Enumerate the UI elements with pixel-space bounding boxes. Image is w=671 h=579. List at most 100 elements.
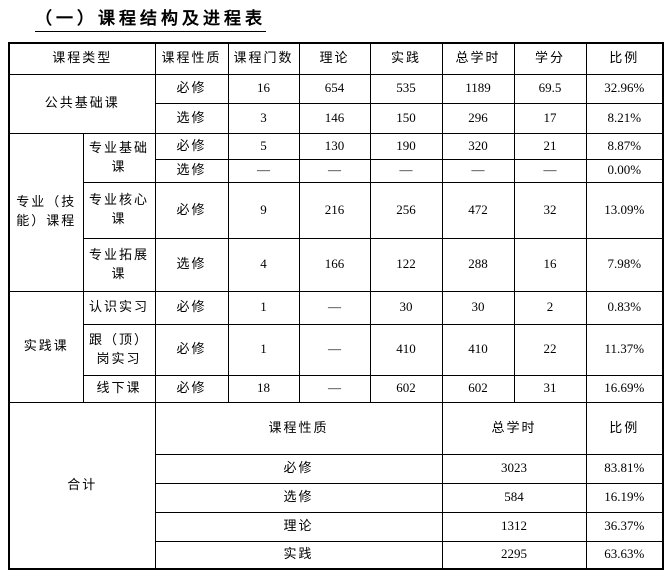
group-label-total: 合计 [8, 401, 156, 570]
cell-total-hours: 584 [441, 482, 587, 513]
cell-nature: 必修 [154, 132, 229, 160]
cell-ratio: 16.19% [585, 482, 664, 513]
cell-total-hours: 2295 [441, 540, 587, 570]
cell-nature: 必修 [154, 181, 229, 239]
cell-count: 5 [227, 132, 300, 160]
cell-theory: 130 [298, 132, 371, 160]
cell-practice: 30 [369, 290, 443, 325]
cell-ratio: 0.00% [585, 158, 664, 183]
cell-nature: 选修 [154, 158, 229, 183]
cell-total-hours: 410 [441, 323, 515, 376]
cell-count: 18 [227, 374, 300, 403]
col-header-course-type: 课程类型 [8, 42, 156, 75]
cell-credits: — [513, 158, 587, 183]
cell-total-hours: 1312 [441, 511, 587, 542]
cell-nature: 选修 [154, 482, 443, 513]
cell-nature: 必修 [154, 323, 229, 376]
group-label-professional: 专业（技能）课程 [8, 132, 84, 292]
cell-theory: — [298, 158, 371, 183]
table-row: 选修 3 146 150 296 17 8.21% [9, 102, 664, 134]
cell-credits: 22 [513, 323, 587, 376]
col-header-credits: 学分 [513, 42, 587, 75]
cell-practice: 150 [369, 102, 443, 134]
cell-ratio: 8.87% [585, 132, 664, 160]
cell-practice: — [369, 158, 443, 183]
cell-theory: 654 [298, 73, 371, 104]
cell-count: 4 [227, 237, 300, 292]
col-header-ratio: 比例 [585, 42, 664, 75]
cell-ratio: 11.37% [585, 323, 664, 376]
cell-ratio: 83.81% [585, 453, 664, 484]
cell-practice: 602 [369, 374, 443, 403]
table-row: 选修 — — — — — 0.00% [9, 158, 664, 183]
cell-theory: — [298, 290, 371, 325]
cell-practice: 122 [369, 237, 443, 292]
cell-credits: 69.5 [513, 73, 587, 104]
cell-count: 9 [227, 181, 300, 239]
group-label-practical: 实践课 [8, 290, 84, 403]
cell-count: 16 [227, 73, 300, 104]
summary-col-total-hours: 总学时 [441, 401, 587, 455]
course-structure-table: 课程类型 课程性质 课程门数 理论 实践 总学时 学分 比例 公共基础课 必修 … [8, 42, 665, 570]
cell-credits: 2 [513, 290, 587, 325]
cell-credits: 17 [513, 102, 587, 134]
cell-nature: 实践 [154, 540, 443, 570]
table-row: 跟（顶）岗实习 必修 1 — 410 410 22 11.37% [9, 323, 664, 376]
cell-nature: 理论 [154, 511, 443, 542]
cell-total-hours: 30 [441, 290, 515, 325]
cell-practice: 190 [369, 132, 443, 160]
cell-nature: 必修 [154, 73, 229, 104]
subtype-label: 认识实习 [82, 290, 156, 325]
cell-nature: 必修 [154, 290, 229, 325]
col-header-practice: 实践 [369, 42, 443, 75]
cell-theory: 146 [298, 102, 371, 134]
cell-total-hours: 296 [441, 102, 515, 134]
cell-count: 1 [227, 290, 300, 325]
cell-ratio: 0.83% [585, 290, 664, 325]
cell-theory: 216 [298, 181, 371, 239]
table-row: 实践课 认识实习 必修 1 — 30 30 2 0.83% [8, 290, 664, 403]
cell-ratio: 63.63% [585, 540, 664, 570]
cell-ratio: 8.21% [585, 102, 664, 134]
table-row: 公共基础课 必修 16 654 535 1189 69.5 32.96% [8, 73, 664, 134]
cell-credits: 31 [513, 374, 587, 403]
table-row: 专业（技能）课程 专业基础课 必修 5 130 190 320 21 8.87% [8, 132, 664, 292]
cell-practice: 535 [369, 73, 443, 104]
cell-total-hours: 3023 [441, 453, 587, 484]
cell-count: 3 [227, 102, 300, 134]
cell-ratio: 32.96% [585, 73, 664, 104]
col-header-theory: 理论 [298, 42, 371, 75]
subtype-label: 专业拓展课 [82, 237, 156, 292]
cell-ratio: 16.69% [585, 374, 664, 403]
cell-total-hours: 1189 [441, 73, 515, 104]
cell-theory: — [298, 374, 371, 403]
table-row: 专业拓展课 选修 4 166 122 288 16 7.98% [9, 237, 664, 292]
subtype-label: 线下课 [82, 374, 156, 403]
table-row: 线下课 必修 18 — 602 602 31 16.69% [9, 374, 664, 403]
table-header-row: 课程类型 课程性质 课程门数 理论 实践 总学时 学分 比例 [8, 42, 664, 75]
cell-nature: 选修 [154, 102, 229, 134]
summary-header-row: 合计 课程性质 总学时 比例 [8, 401, 664, 570]
subtype-label: 专业核心课 [82, 181, 156, 239]
summary-row: 选修 584 16.19% [9, 482, 664, 513]
cell-credits: 16 [513, 237, 587, 292]
col-header-course-nature: 课程性质 [154, 42, 229, 75]
summary-col-course-nature: 课程性质 [154, 401, 443, 455]
cell-count: — [227, 158, 300, 183]
col-header-total-hours: 总学时 [441, 42, 515, 75]
cell-count: 1 [227, 323, 300, 376]
cell-nature: 选修 [154, 237, 229, 292]
cell-nature: 必修 [154, 453, 443, 484]
cell-total-hours: 472 [441, 181, 515, 239]
cell-total-hours: 602 [441, 374, 515, 403]
group-label-public-basic: 公共基础课 [8, 73, 156, 134]
cell-nature: 必修 [154, 374, 229, 403]
page-title: （一）课程结构及进程表 [35, 4, 266, 32]
cell-practice: 256 [369, 181, 443, 239]
col-header-course-count: 课程门数 [227, 42, 300, 75]
cell-total-hours: 320 [441, 132, 515, 160]
cell-total-hours: — [441, 158, 515, 183]
table-row: 专业核心课 必修 9 216 256 472 32 13.09% [9, 181, 664, 239]
subtype-label: 跟（顶）岗实习 [82, 323, 156, 376]
cell-theory: 166 [298, 237, 371, 292]
